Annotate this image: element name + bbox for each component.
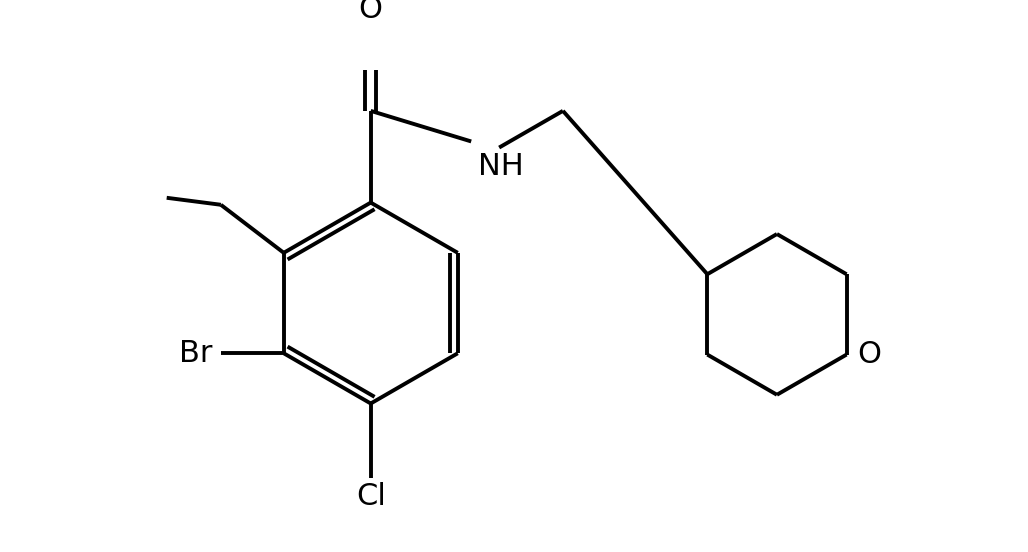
Text: O: O: [857, 340, 881, 369]
Text: Cl: Cl: [356, 482, 386, 511]
Text: O: O: [359, 0, 382, 24]
Text: NH: NH: [478, 152, 524, 181]
Text: Br: Br: [179, 339, 212, 368]
